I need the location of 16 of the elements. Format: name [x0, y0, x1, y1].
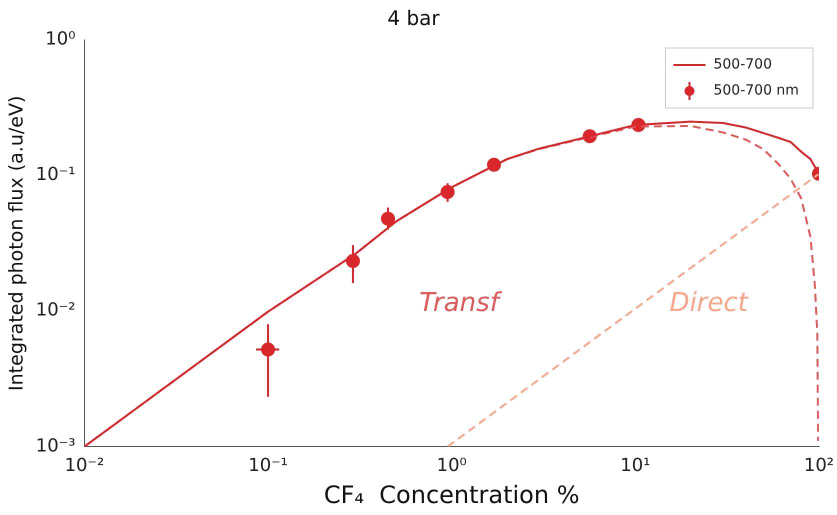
chart-title: 4 bar	[387, 6, 440, 30]
y-tick-label: 10⁻¹	[36, 164, 76, 186]
annotation: Direct	[670, 288, 749, 318]
y-tick-label: 10⁰	[45, 28, 76, 50]
y-tick-label: 10⁻²	[36, 300, 76, 321]
x-tick-label: 10²	[804, 455, 834, 476]
annotation: Transf	[419, 288, 503, 318]
x-tick-label: 10¹	[620, 455, 650, 476]
x-axis-title: CF₄ Concentration %	[324, 480, 580, 509]
y-axis-title: Integrated photon flux (a.u/eV)	[5, 96, 28, 391]
legend-label: 500-700	[713, 56, 772, 73]
x-tick-label: 10⁰	[436, 455, 467, 476]
x-tick-label: 10⁻¹	[248, 455, 288, 476]
legend-label: 500-700 nm	[713, 82, 799, 99]
y-tick-label: 10⁻³	[36, 435, 76, 456]
x-tick-label: 10⁻²	[64, 455, 104, 476]
